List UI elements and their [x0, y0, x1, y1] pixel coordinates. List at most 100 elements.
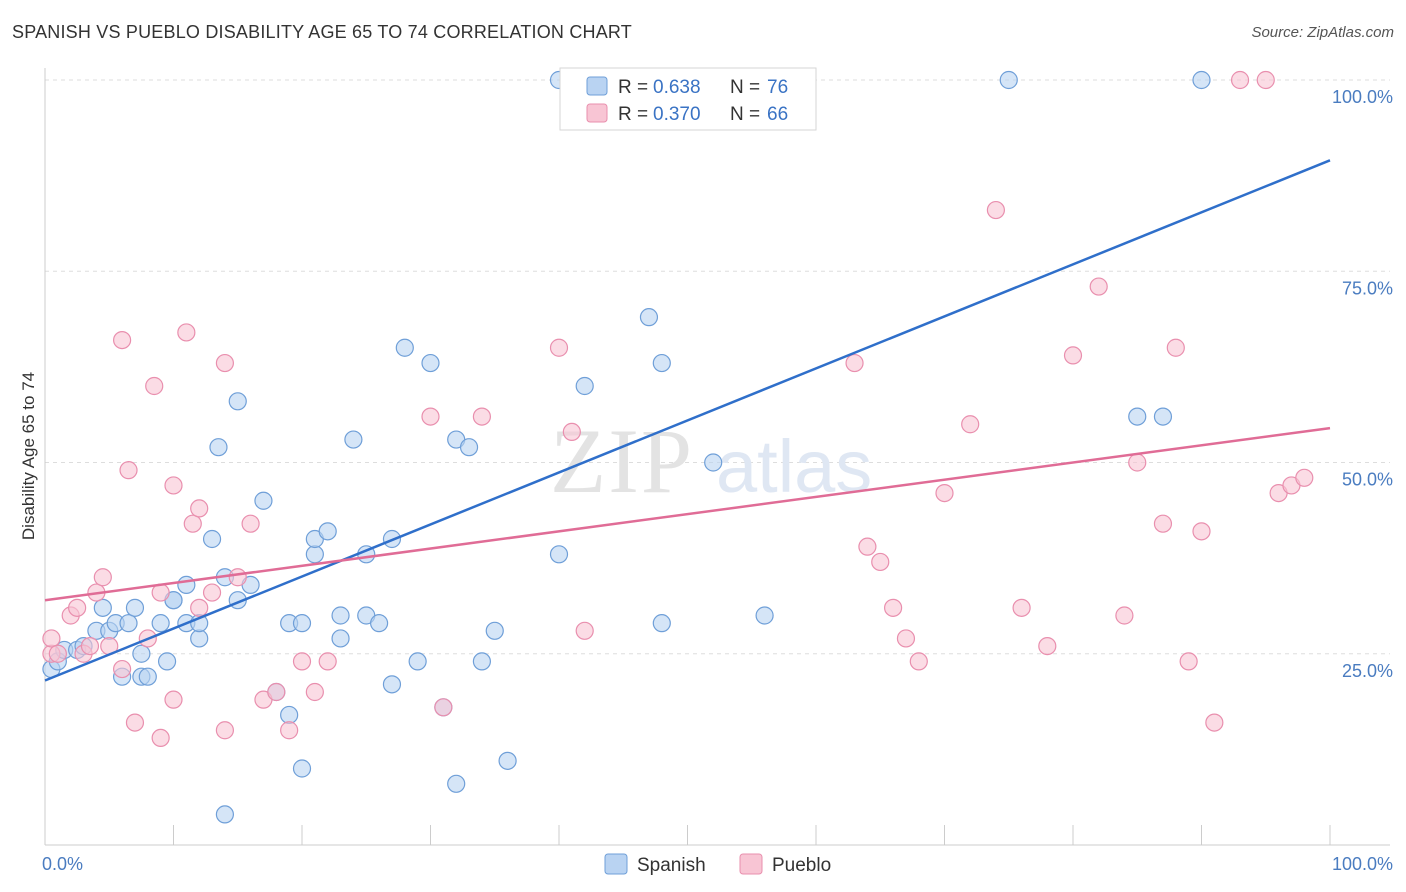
point-pueblo-37 [472, 407, 491, 426]
point-pueblo-53 [1089, 277, 1108, 296]
point-pueblo-27 [228, 568, 247, 587]
point-spanish-36 [305, 545, 324, 564]
point-pueblo-25 [215, 353, 234, 373]
point-spanish-70 [1192, 70, 1211, 90]
point-pueblo-8 [93, 568, 112, 587]
point-spanish-63 [652, 353, 671, 373]
point-pueblo-47 [935, 484, 954, 503]
point-pueblo-36 [434, 698, 453, 717]
point-pueblo-18 [164, 476, 183, 495]
point-spanish-44 [370, 614, 389, 633]
point-pueblo-6 [80, 636, 100, 656]
point-pueblo-62 [1256, 70, 1275, 90]
point-spanish-53 [459, 438, 479, 457]
bottom-legend-label-spanish: Spanish [637, 855, 706, 876]
axes [44, 68, 1390, 846]
point-pueblo-52 [1063, 346, 1083, 365]
watermark-atlas: atlas [716, 425, 872, 508]
point-pueblo-49 [986, 200, 1006, 220]
trend-line-spanish [44, 159, 1331, 682]
legend-n-label-spanish: N = [730, 77, 760, 98]
point-spanish-41 [344, 430, 363, 449]
point-pueblo-57 [1166, 338, 1185, 357]
point-spanish-52 [447, 774, 466, 793]
y-tick-label-2: 75.0% [1342, 278, 1393, 298]
point-pueblo-30 [267, 682, 286, 702]
point-pueblo-2 [48, 644, 67, 663]
point-pueblo-55 [1128, 453, 1147, 472]
tick-labels: 25.0% 50.0% 75.0% 100.0% 0.0% 100.0% [42, 87, 1393, 874]
point-pueblo-12 [119, 461, 138, 480]
chart-source: Source: ZipAtlas.com [1251, 24, 1394, 41]
point-pueblo-42 [858, 537, 877, 556]
point-pueblo-35 [421, 407, 440, 426]
point-spanish-47 [395, 338, 414, 357]
point-spanish-30 [254, 491, 273, 510]
point-spanish-34 [292, 759, 312, 778]
point-pueblo-15 [145, 376, 164, 396]
point-spanish-69 [1153, 407, 1173, 426]
point-pueblo-41 [845, 353, 864, 373]
point-pueblo-50 [1012, 598, 1031, 617]
point-spanish-21 [190, 629, 209, 648]
point-spanish-10 [119, 614, 138, 633]
x-tick-label-0: 0.0% [42, 854, 83, 874]
x-tick-label-1: 100.0% [1332, 854, 1393, 874]
point-pueblo-43 [871, 552, 890, 572]
point-spanish-68 [1128, 407, 1147, 426]
legend-r-label-spanish: R = [618, 77, 648, 98]
point-pueblo-24 [202, 583, 222, 602]
point-pueblo-32 [292, 652, 312, 671]
point-spanish-62 [639, 308, 659, 327]
point-pueblo-51 [1038, 636, 1057, 656]
point-spanish-35 [292, 614, 312, 633]
trend-line-pueblo [44, 426, 1331, 602]
gridlines [45, 79, 1390, 655]
point-pueblo-48 [961, 415, 980, 434]
point-pueblo-59 [1192, 522, 1211, 541]
point-pueblo-39 [562, 422, 581, 441]
point-pueblo-61 [1230, 70, 1250, 90]
legend-box: R = 0.638 N = 76 R = 0.370 N = 66 [559, 67, 817, 131]
point-spanish-38 [318, 522, 337, 541]
point-spanish-11 [125, 598, 145, 617]
point-pueblo-1 [42, 629, 61, 648]
point-pueblo-19 [164, 690, 183, 709]
point-spanish-55 [485, 621, 504, 640]
point-pueblo-34 [318, 652, 337, 671]
point-spanish-12 [132, 644, 151, 663]
point-pueblo-60 [1205, 713, 1224, 732]
bottom-legend: Spanish Pueblo [604, 853, 831, 876]
point-spanish-59 [575, 376, 594, 396]
point-pueblo-21 [183, 514, 202, 533]
y-tick-label-0: 25.0% [1342, 661, 1393, 681]
chart-title: SPANISH VS PUEBLO DISABILITY AGE 65 TO 7… [12, 22, 633, 42]
point-spanish-40 [331, 606, 350, 625]
point-pueblo-40 [575, 621, 594, 640]
trend-lines [44, 159, 1331, 682]
legend-r-value-pueblo: 0.370 [653, 104, 701, 125]
point-pueblo-46 [909, 652, 928, 671]
point-pueblo-26 [215, 721, 234, 740]
point-pueblo-33 [305, 682, 324, 702]
point-spanish-26 [215, 805, 234, 824]
point-spanish-67 [999, 70, 1018, 90]
y-axis-label: Disability Age 65 to 74 [19, 372, 38, 540]
legend-n-value-pueblo: 66 [767, 104, 788, 125]
point-pueblo-65 [1295, 468, 1314, 487]
bottom-legend-swatch-spanish [604, 853, 628, 875]
point-spanish-49 [421, 353, 440, 373]
point-spanish-15 [151, 614, 170, 633]
point-spanish-46 [382, 675, 402, 694]
point-pueblo-28 [241, 514, 260, 533]
point-spanish-48 [408, 652, 427, 671]
point-pueblo-4 [68, 598, 87, 617]
point-pueblo-56 [1153, 514, 1173, 533]
point-pueblo-58 [1179, 652, 1198, 671]
legend-r-label-pueblo: R = [618, 104, 648, 125]
point-pueblo-54 [1115, 606, 1134, 625]
point-spanish-20 [177, 575, 196, 595]
point-pueblo-22 [190, 499, 209, 518]
legend-n-label-pueblo: N = [730, 104, 760, 125]
point-spanish-16 [157, 652, 177, 671]
